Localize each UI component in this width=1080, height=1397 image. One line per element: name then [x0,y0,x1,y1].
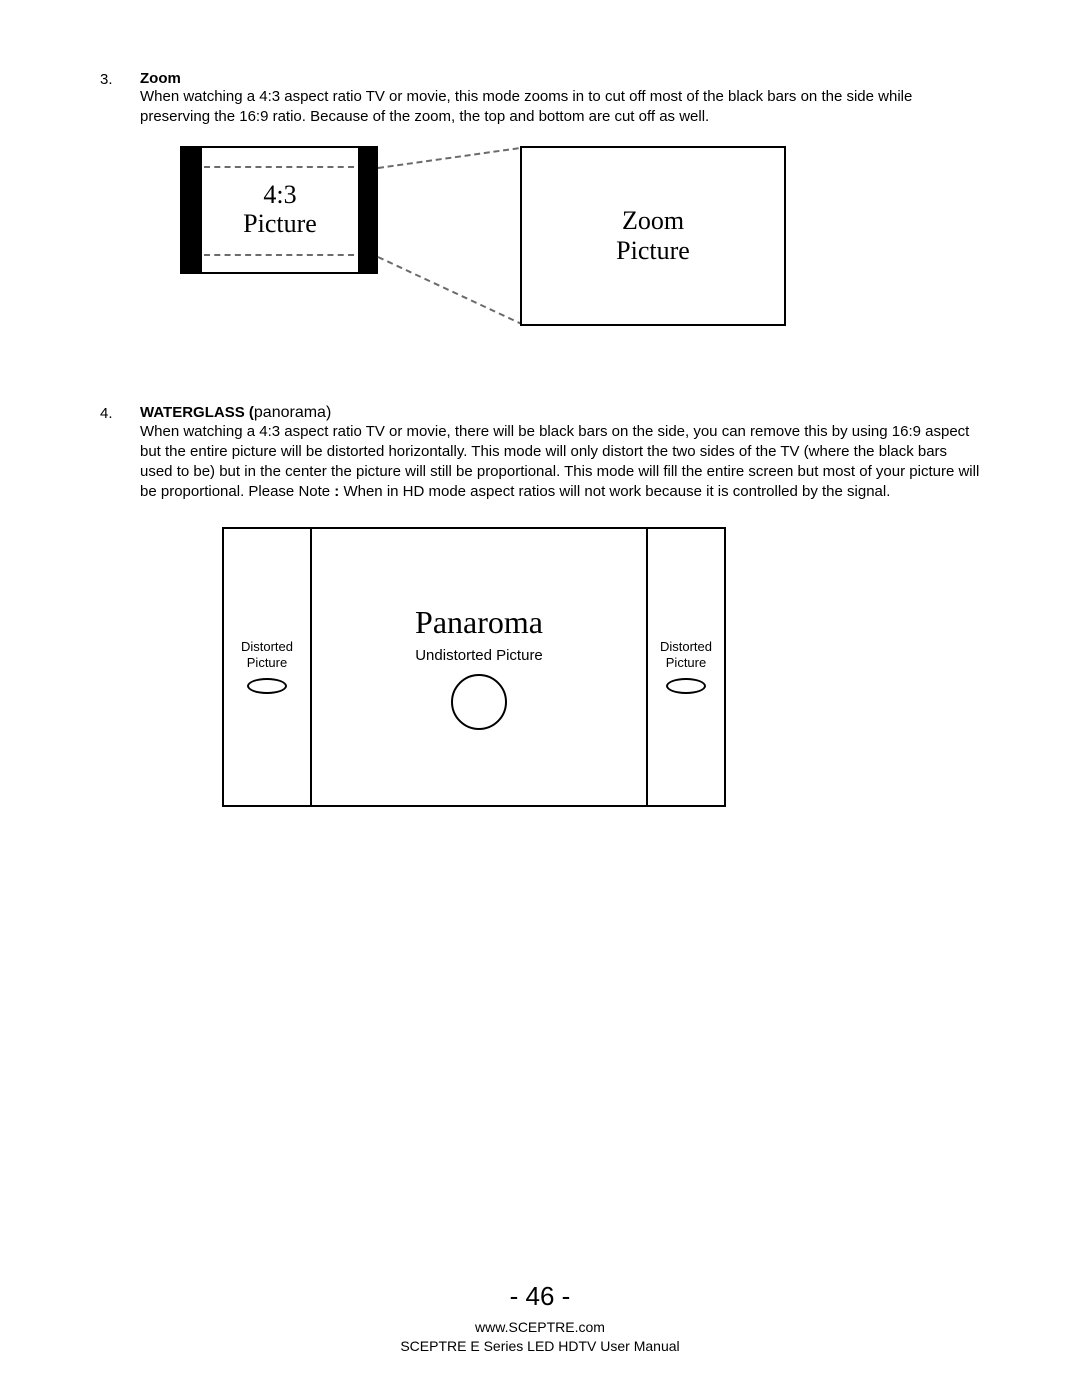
connector-line-top [378,147,519,169]
waterglass-body-post: When in HD mode aspect ratios will not w… [339,483,890,500]
page-number: - 46 - [0,1281,1080,1312]
paragraph-waterglass: When watching a 4:3 aspect ratio TV or m… [140,422,980,503]
list-body: WATERGLASS (panorama) When watching a 4:… [140,404,980,807]
zoom-result-label-2: Picture [616,236,690,266]
page-content: 3. Zoom When watching a 4:3 aspect ratio… [0,0,1080,807]
panorama-subtitle: Undistorted Picture [415,647,543,664]
heading-waterglass: WATERGLASS (panorama) [140,404,980,422]
footer-url: www.SCEPTRE.com [0,1318,1080,1338]
heading-zoom: Zoom [140,70,980,87]
zoom-result-label-1: Zoom [622,206,684,236]
page-footer: - 46 - www.SCEPTRE.com SCEPTRE E Series … [0,1281,1080,1357]
circle-icon [451,674,507,730]
heading-waterglass-suffix: panorama) [254,404,331,421]
list-item-waterglass: 4. WATERGLASS (panorama) When watching a… [100,404,980,807]
panorama-right-col: Distorted Picture [646,529,724,805]
panorama-left-col: Distorted Picture [224,529,312,805]
list-body: Zoom When watching a 4:3 aspect ratio TV… [140,70,980,346]
panorama-right-label-1: Distorted [660,639,712,655]
spacer [100,354,980,404]
zoom-result-box: Zoom Picture [520,146,786,326]
footer-manual-title: SCEPTRE E Series LED HDTV User Manual [0,1337,1080,1357]
list-number: 3. [100,70,140,346]
panorama-right-label-2: Picture [666,655,706,671]
heading-waterglass-bold: WATERGLASS ( [140,404,254,421]
zoom-source-label-2: Picture [243,210,317,239]
connector-line-bottom [378,256,524,325]
list-item-zoom: 3. Zoom When watching a 4:3 aspect ratio… [100,70,980,346]
panorama-diagram: Distorted Picture Panaroma Undistorted P… [222,527,726,807]
panorama-left-label-2: Picture [247,655,287,671]
zoom-diagram: 4:3 Picture Zoom Picture [180,146,800,346]
panorama-left-label-1: Distorted [241,639,293,655]
ellipse-icon [247,678,287,694]
zoom-source-label-1: 4:3 [263,181,296,210]
paragraph-zoom: When watching a 4:3 aspect ratio TV or m… [140,87,980,128]
panorama-center-col: Panaroma Undistorted Picture [312,529,646,805]
crop-line-bottom [204,254,354,256]
crop-line-top [204,166,354,168]
list-number: 4. [100,404,140,807]
panorama-title: Panaroma [415,604,543,641]
ellipse-icon [666,678,706,694]
